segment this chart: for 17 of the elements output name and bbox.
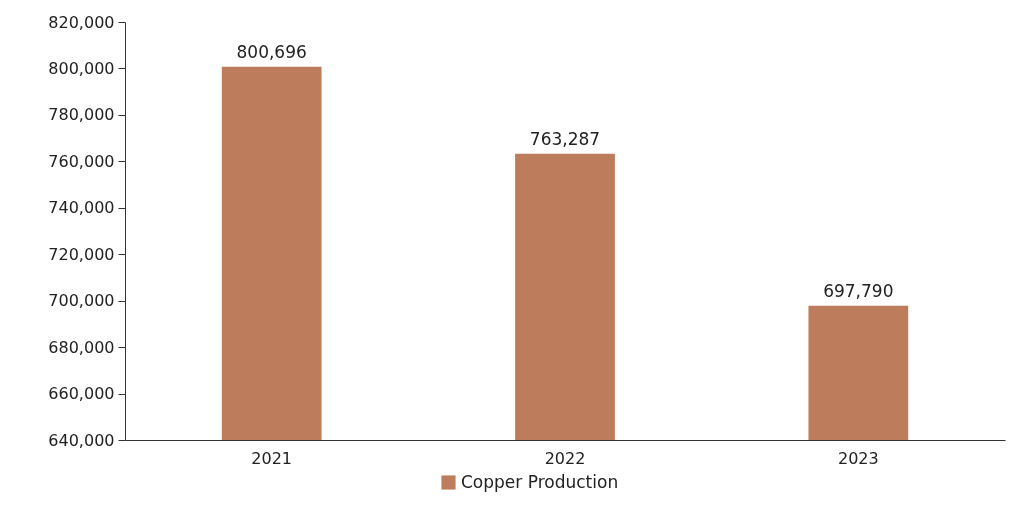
x-tick-label: 2022: [544, 448, 586, 468]
legend-label: Copper Production: [461, 471, 619, 492]
y-tick-label: 780,000: [48, 105, 115, 125]
y-tick-label: 720,000: [48, 244, 115, 264]
y-tick-label: 800,000: [48, 58, 115, 78]
y-tick-label: 820,000: [48, 12, 115, 32]
y-tick-label: 760,000: [48, 151, 115, 171]
y-tick-label: 680,000: [48, 337, 115, 357]
data-label: 697,790: [823, 280, 894, 301]
y-tick-label: 640,000: [48, 430, 115, 450]
y-tick-label: 660,000: [48, 384, 115, 404]
x-tick-label: 2021: [251, 448, 293, 468]
data-label: 800,696: [236, 41, 307, 62]
x-tick-label: 2023: [837, 448, 879, 468]
y-tick-label: 740,000: [48, 198, 115, 218]
data-label: 763,287: [529, 128, 601, 149]
y-tick-label: 700,000: [48, 291, 115, 311]
